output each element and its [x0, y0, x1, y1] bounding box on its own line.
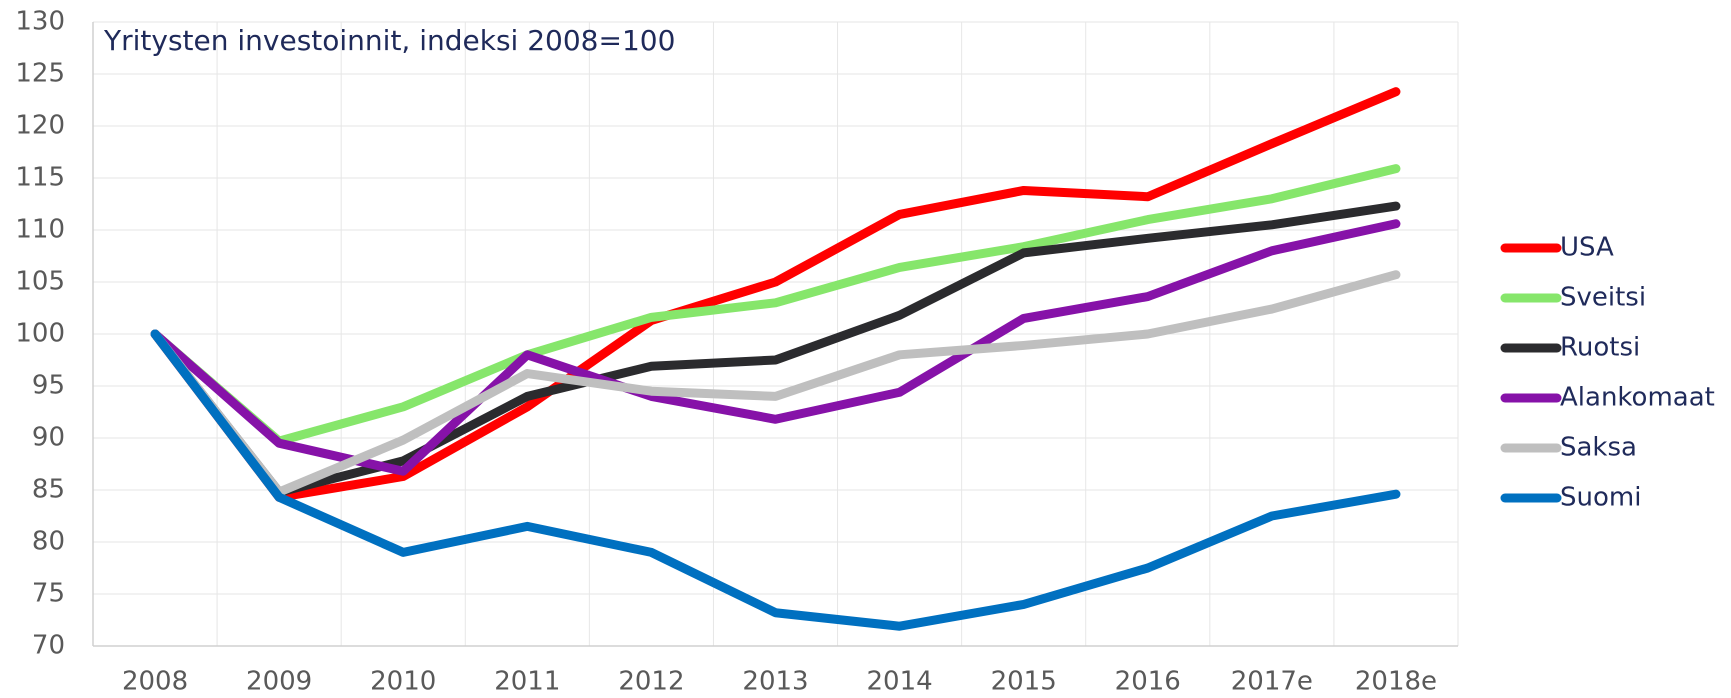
chart-title: Yritysten investoinnit, indeksi 2008=100 — [103, 24, 675, 57]
x-tick-label: 2014 — [867, 667, 933, 697]
series-line — [150, 164, 1401, 446]
x-tick-label: 2015 — [991, 667, 1057, 697]
series-line — [150, 87, 1401, 502]
x-tick-label: 2016 — [1115, 667, 1181, 697]
x-tick-label: 2012 — [618, 667, 684, 697]
x-tick-label: 2018e — [1355, 667, 1437, 697]
y-tick-label: 115 — [15, 163, 65, 193]
legend-label: Ruotsi — [1560, 333, 1640, 363]
x-tick-label: 2008 — [122, 667, 188, 697]
y-tick-label: 120 — [15, 111, 65, 141]
legend-label: Saksa — [1560, 433, 1637, 463]
y-tick-label: 125 — [15, 59, 65, 89]
y-tick-label: 105 — [15, 267, 65, 297]
y-tick-label: 130 — [15, 7, 65, 37]
legend-label: Suomi — [1560, 483, 1641, 513]
x-tick-label: 2017e — [1231, 667, 1313, 697]
y-tick-label: 70 — [32, 631, 65, 661]
legend-label: Sveitsi — [1560, 283, 1646, 313]
y-tick-label: 95 — [32, 371, 65, 401]
series-line — [150, 201, 1401, 497]
legend-label: Alankomaat — [1560, 383, 1715, 413]
y-tick-label: 100 — [15, 319, 65, 349]
y-tick-label: 85 — [32, 475, 65, 505]
x-tick-label: 2010 — [370, 667, 436, 697]
x-tick-label: 2011 — [494, 667, 560, 697]
legend-label: USA — [1560, 233, 1614, 263]
y-tick-label: 110 — [15, 215, 65, 245]
x-tick-label: 2009 — [246, 667, 312, 697]
y-tick-label: 80 — [32, 527, 65, 557]
x-tick-label: 2013 — [742, 667, 808, 697]
y-tick-label: 75 — [32, 579, 65, 609]
series-line — [150, 329, 1401, 631]
series-line — [150, 270, 1401, 497]
y-tick-label: 90 — [32, 423, 65, 453]
